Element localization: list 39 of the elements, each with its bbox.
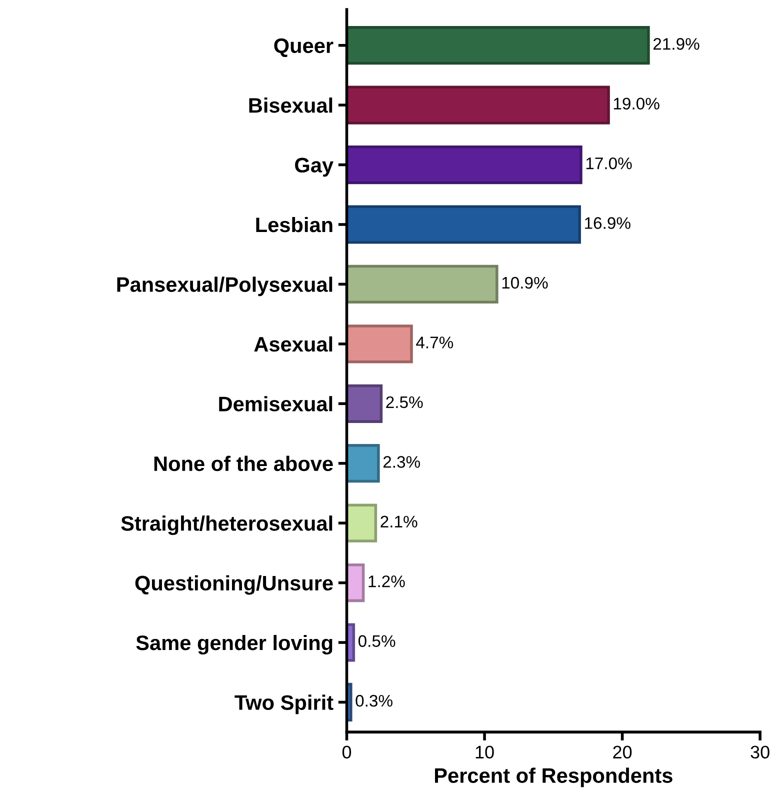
y-tick-label: Straight/heterosexual [121,516,332,536]
data-label: 2.1% [380,516,418,528]
y-tick-label: Bisexual [249,98,332,113]
bar [346,205,581,244]
data-label: 2.3% [383,456,420,468]
data-label: 21.9% [653,38,700,50]
data-label: 0.5% [358,635,396,647]
y-tick-label: Two Spirit [234,694,334,714]
y-tick-label: Asexual [254,336,332,352]
bar [346,26,650,65]
y-tick-label: Pansexual/Polysexual [117,276,332,296]
data-label: 2.5% [386,396,423,408]
y-tick-label: Lesbian [256,216,332,232]
bar [346,444,380,483]
bar [346,264,498,304]
x-tick-label: 20 [613,746,632,759]
data-label: 4.7% [416,336,454,348]
x-tick-label: 10 [476,746,494,759]
x-axis-title: Percent of Respondents [435,768,672,788]
bar [346,384,383,423]
y-tick-label: Queer [274,38,334,58]
data-label: 0.3% [356,694,392,707]
y-tick-label: None of the above [154,456,333,472]
x-tick-label: 30 [750,746,770,759]
bar [346,86,610,124]
y-tick-label: Gay [295,158,334,177]
bar [346,324,413,364]
bar [346,145,582,184]
y-tick-label: Same gender loving [136,634,332,654]
data-label: 1.2% [368,575,405,588]
bar [346,563,365,602]
y-tick-label: Demisexual [219,396,332,412]
data-label: 17.0% [586,157,632,170]
data-label: 16.9% [585,217,630,229]
data-label: 19.0% [614,98,660,110]
data-label: 10.9% [502,276,548,289]
bar [346,504,378,542]
y-tick-label: Questioning/Unsure [135,575,333,595]
x-tick-label: 0 [342,746,352,759]
